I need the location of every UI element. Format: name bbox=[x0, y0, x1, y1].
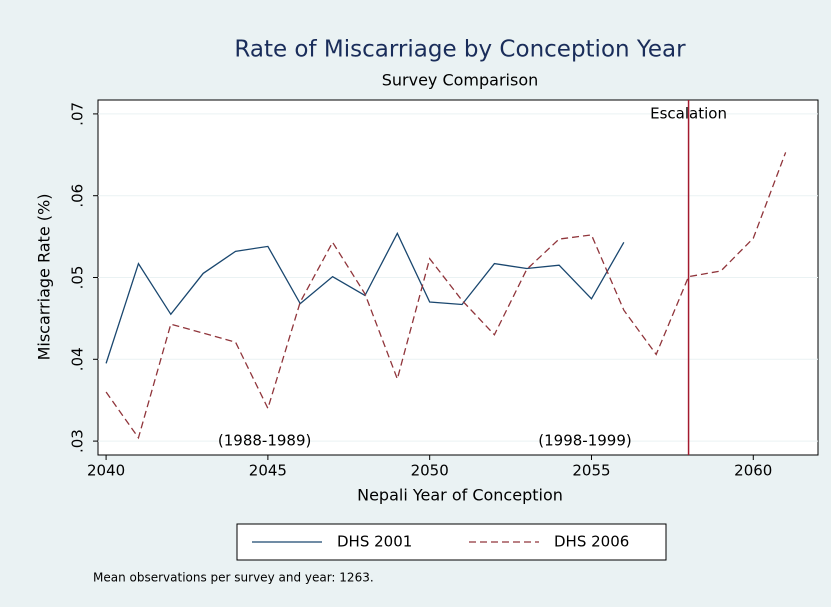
y-tick-label: .07 bbox=[69, 102, 87, 126]
series-line bbox=[105, 152, 787, 440]
legend-label: DHS 2001 bbox=[337, 533, 412, 551]
note: Mean observations per survey and year: 1… bbox=[93, 571, 374, 585]
x-tick-label: 2040 bbox=[87, 462, 125, 480]
y-tick-label: .04 bbox=[69, 347, 87, 371]
x-tick-label: 2055 bbox=[572, 462, 610, 480]
annotation: (1998-1999) bbox=[538, 432, 631, 450]
y-tick-label: .05 bbox=[69, 266, 87, 290]
x-tick-label: 2060 bbox=[734, 462, 772, 480]
chart-subtitle: Survey Comparison bbox=[382, 71, 539, 90]
y-tick-label: .03 bbox=[69, 429, 87, 453]
y-axis-title: Miscarriage Rate (%) bbox=[35, 194, 54, 361]
x-tick-label: 2050 bbox=[411, 462, 449, 480]
reference-label: Escalation bbox=[650, 104, 727, 122]
legend-label: DHS 2006 bbox=[554, 533, 629, 551]
y-tick-label: .06 bbox=[69, 184, 87, 208]
annotation: (1988-1989) bbox=[218, 432, 311, 450]
x-tick-label: 2045 bbox=[249, 462, 287, 480]
x-axis-title: Nepali Year of Conception bbox=[357, 486, 563, 505]
chart-title: Rate of Miscarriage by Conception Year bbox=[234, 37, 686, 63]
